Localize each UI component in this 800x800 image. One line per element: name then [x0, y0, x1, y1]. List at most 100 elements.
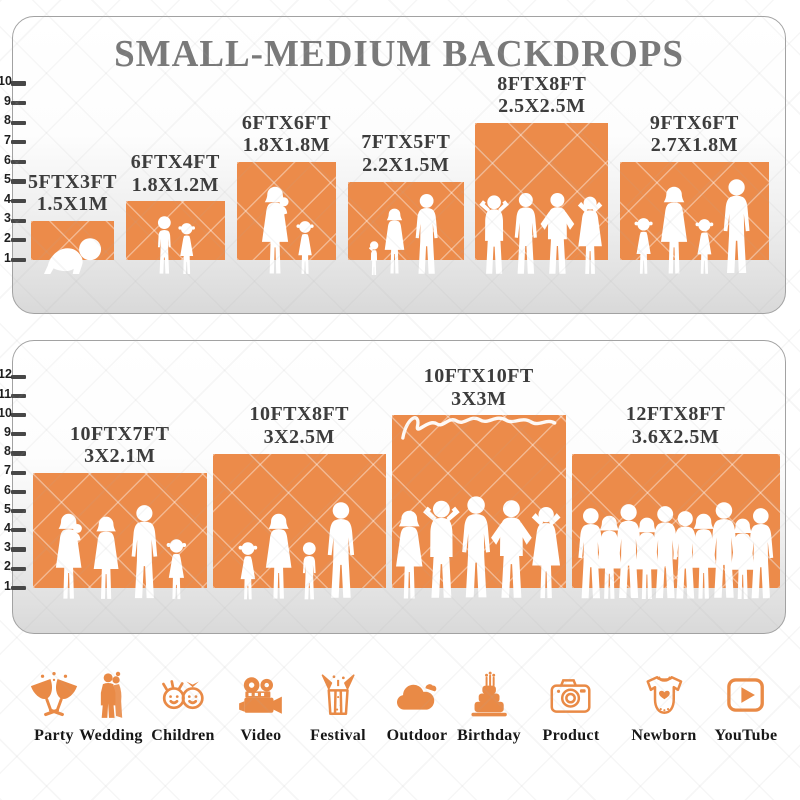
- ruler-number: 3: [4, 211, 11, 226]
- ruler-tick: [11, 120, 26, 125]
- backdrop-size-ft: 5FTX3FT: [27, 170, 118, 193]
- man-silhouette-icon: [416, 193, 439, 274]
- ruler-tick: [11, 393, 26, 398]
- ruler-number: 12: [0, 367, 12, 382]
- man-silhouette-icon: [723, 179, 750, 274]
- backdrop-size-m: 1.5X1M: [36, 193, 109, 216]
- ruler-tick: [11, 470, 26, 475]
- backdrop-size-m: 2.5X2.5M: [498, 95, 586, 118]
- backdrop-size-label: 8FTX8FT 2.5X2.5M: [442, 73, 641, 118]
- backdrop-size-label: 6FTX6FT 1.8X1.8M: [212, 112, 361, 157]
- backdrop-size-m: 3X3M: [451, 387, 507, 410]
- category-label: Outdoor: [386, 727, 448, 744]
- woman-silhouette-icon: [93, 516, 118, 599]
- backdrop: 10FTX10FT 3X3M: [392, 365, 566, 599]
- ruler-tick: [11, 257, 26, 262]
- category-item: Party: [29, 670, 79, 745]
- ruler-number: 1: [4, 250, 11, 265]
- category-label: Birthday: [457, 727, 521, 744]
- toddler-silhouette-icon: [368, 241, 379, 275]
- backdrop-size-m: 2.2X1.5M: [362, 154, 450, 177]
- ruler-tick: [11, 413, 26, 418]
- ruler-tick: [11, 509, 26, 514]
- ruler-number: 1: [4, 578, 11, 593]
- ruler-number: 5: [4, 172, 11, 187]
- category-item: Product: [543, 670, 600, 745]
- man-arms-up-silhouette-icon: [479, 195, 510, 274]
- party-icon: [30, 671, 78, 717]
- newborn-icon: [646, 676, 682, 714]
- girl-silhouette-icon: [695, 219, 714, 274]
- product-icon: [550, 679, 591, 713]
- backdrop: 10FTX8FT 3X2.5M: [212, 403, 386, 599]
- girl-silhouette-icon: [167, 538, 187, 599]
- category-item: Birthday: [457, 670, 521, 745]
- girl-silhouette-icon: [178, 223, 195, 275]
- people-silhouettes: [572, 501, 780, 601]
- panel-2-stage: 1 2 3 4 5 6 7 8 9 10 11 12 10FTX7FT 3X2.1M 10FTX8FT 3X2…: [0, 341, 785, 633]
- boy-silhouette-icon: [302, 541, 316, 599]
- ruler-tick: [11, 81, 26, 86]
- ruler-tick: [11, 489, 26, 494]
- woman-baby-silhouette-icon: [56, 513, 83, 599]
- panel-1-stage: 1 2 3 4 5 6 7 8 9 10 5FTX3FT 1.5X1M 6FTX4FT 1.8X1.2M 6…: [0, 17, 785, 313]
- category-label: Party: [34, 727, 74, 744]
- man-silhouette-icon: [131, 505, 157, 599]
- ruler-tick: [11, 140, 26, 145]
- category-label: Festival: [310, 727, 366, 744]
- ruler-tick: [11, 101, 26, 106]
- backdrop: 12FTX8FT 3.6X2.5M: [571, 403, 780, 599]
- backdrop-size-ft: 10FTX7FT: [69, 422, 170, 445]
- ruler-number: 9: [4, 424, 11, 439]
- backdrop: 9FTX6FT 2.7X1.8M: [619, 112, 770, 274]
- backdrop-size-ft: 7FTX5FT: [361, 131, 451, 154]
- category-item: Festival: [310, 670, 366, 745]
- backdrop-size-m: 2.7X1.8M: [650, 134, 739, 157]
- people-silhouettes: [392, 495, 566, 601]
- backdrop: 7FTX5FT 2.2X1.5M: [347, 131, 464, 275]
- girl-silhouette-icon: [296, 221, 315, 275]
- festival-icon: [321, 674, 355, 715]
- video-icon: [239, 677, 282, 714]
- ruler-tick: [11, 432, 26, 437]
- youtube-icon: [727, 678, 765, 712]
- man-silhouette-icon: [748, 508, 774, 599]
- boy-silhouette-icon: [158, 216, 171, 274]
- backdrop-size-m: 3X2.1M: [84, 445, 156, 468]
- woman-silhouette-icon: [266, 513, 292, 599]
- girl-silhouette-icon: [239, 541, 258, 599]
- wedding-icon: [100, 671, 122, 718]
- ruler-number: 8: [4, 113, 11, 128]
- ruler-tick: [11, 199, 26, 204]
- category-label: Wedding: [79, 727, 143, 744]
- backdrop-size-label: 12FTX8FT 3.6X2.5M: [519, 403, 800, 448]
- backdrop: 6FTX6FT 1.8X1.8M: [236, 112, 337, 275]
- ruler-number: 4: [4, 520, 11, 535]
- backdrop-size-label: 6FTX4FT 1.8X1.2M: [101, 151, 250, 196]
- ruler-tick: [11, 218, 26, 223]
- backdrop-canvas: [125, 201, 226, 260]
- ruler-tick: [11, 179, 26, 184]
- people-silhouettes: [213, 501, 387, 601]
- woman-sun-silhouette-icon: [531, 506, 561, 599]
- ruler-number: 6: [4, 152, 11, 167]
- ruler-number: 2: [4, 230, 11, 245]
- category-item: Newborn: [631, 670, 696, 745]
- man-silhouette-icon: [327, 502, 355, 598]
- backdrop-size-label: 10FTX7FT 3X2.1M: [0, 423, 250, 468]
- ruler-tick: [11, 159, 26, 164]
- category-item: YouTube: [715, 670, 778, 745]
- category-label: Product: [542, 727, 600, 744]
- backdrop: 5FTX3FT 1.5X1M: [28, 171, 117, 274]
- backdrop-size-label: 9FTX6FT 2.7X1.8M: [582, 112, 800, 157]
- ruler-number: 8: [4, 444, 11, 459]
- backdrop-size-ft: 8FTX8FT: [497, 72, 587, 95]
- category-item: Outdoor: [387, 670, 448, 745]
- backdrop-size-label: 10FTX8FT 3X2.5M: [169, 403, 429, 448]
- backdrop-size-m: 1.8X1.2M: [131, 173, 219, 196]
- ruler-number: 3: [4, 540, 11, 555]
- ruler-tick: [11, 566, 26, 571]
- people-silhouettes: [348, 193, 464, 276]
- ruler-tick: [11, 451, 26, 456]
- backdrop: 8FTX8FT 2.5X2.5M: [475, 73, 609, 274]
